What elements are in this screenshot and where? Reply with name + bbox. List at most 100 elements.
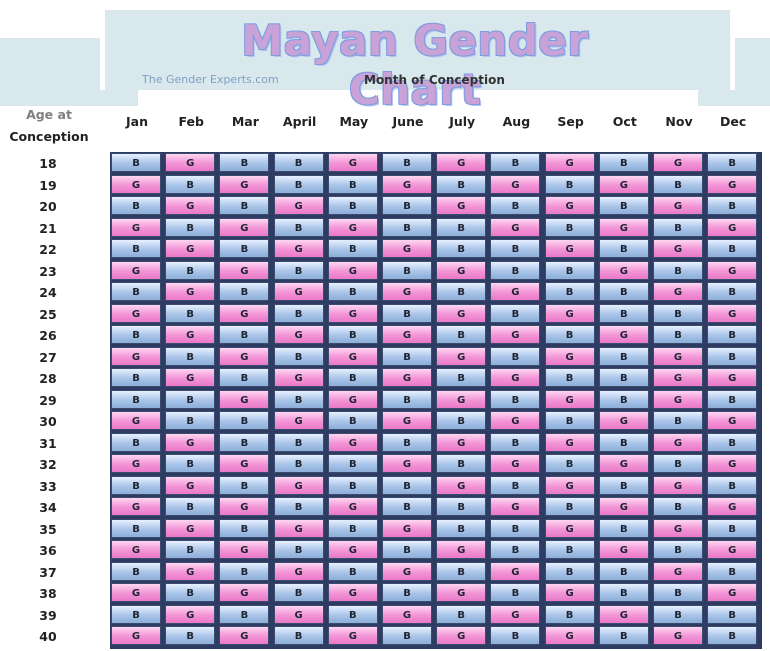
gender-cell: B xyxy=(111,368,161,387)
gender-cell: B xyxy=(382,626,432,645)
gender-cell: G xyxy=(544,153,595,172)
age-label-21: 21 xyxy=(39,220,57,236)
gender-cell: B xyxy=(382,432,432,452)
month-header-oct: Oct xyxy=(612,114,637,129)
age-label-34: 34 xyxy=(39,500,57,515)
gender-cell: G xyxy=(327,217,378,237)
row-header-label: Age at Conception xyxy=(0,104,98,148)
gender-cell: B xyxy=(598,389,649,409)
gender-cell: G xyxy=(490,325,541,344)
gender-cell: B xyxy=(273,626,324,645)
gender-cell: B xyxy=(436,217,487,237)
gender-cell: G xyxy=(165,153,216,172)
gender-cell: B xyxy=(653,174,703,194)
gender-cell: B xyxy=(273,454,324,473)
gender-cell: B xyxy=(490,153,541,172)
gender-cell: B xyxy=(544,604,595,624)
gender-cell: G xyxy=(273,604,324,624)
gender-cell: G xyxy=(382,282,432,301)
gender-cell: G xyxy=(544,583,595,602)
title-banner xyxy=(105,10,730,90)
gender-cell: G xyxy=(544,389,595,409)
gender-cell: B xyxy=(382,303,432,323)
gender-cell: B xyxy=(598,475,649,495)
gender-cell: B xyxy=(436,454,487,473)
month-header-jan: Jan xyxy=(126,114,148,129)
gender-cell: B xyxy=(327,325,378,344)
gender-cell: G xyxy=(111,454,161,473)
gender-cell: G xyxy=(544,346,595,366)
gender-cell: B xyxy=(707,561,758,581)
gender-cell: G xyxy=(382,561,432,581)
gender-cell: G xyxy=(382,454,432,473)
gender-cell: G xyxy=(598,217,649,237)
gender-cell: B xyxy=(219,561,270,581)
gender-cell: B xyxy=(653,604,703,624)
gender-cell: B xyxy=(436,325,487,344)
gender-cell: G xyxy=(436,540,487,559)
gender-cell: B xyxy=(327,174,378,194)
gender-cell: G xyxy=(382,174,432,194)
gender-cell: G xyxy=(111,174,161,194)
gender-cell: G xyxy=(653,368,703,387)
gender-cell: B xyxy=(490,346,541,366)
gender-cell: G xyxy=(165,432,216,452)
gender-cell: B xyxy=(490,389,541,409)
gender-cell: B xyxy=(382,196,432,215)
header-tab-right xyxy=(735,38,770,90)
gender-cell: G xyxy=(653,561,703,581)
gender-cell: G xyxy=(707,411,758,430)
gender-cell: B xyxy=(111,325,161,344)
gender-cell: B xyxy=(436,518,487,538)
age-label-33: 33 xyxy=(39,478,57,494)
gender-cell: G xyxy=(436,303,487,323)
gender-cell: B xyxy=(707,153,758,172)
gender-cell: B xyxy=(436,174,487,194)
month-header-aug: Aug xyxy=(502,114,531,129)
gender-cell: B xyxy=(382,389,432,409)
gender-cell: G xyxy=(436,583,487,602)
gender-cell: B xyxy=(111,389,161,409)
gender-cell: B xyxy=(273,389,324,409)
gender-cell: B xyxy=(653,303,703,323)
gender-cell: G xyxy=(490,174,541,194)
gender-cell: B xyxy=(219,411,270,430)
gender-cell: B xyxy=(273,153,324,172)
gender-cell: B xyxy=(598,518,649,538)
header-tab-left xyxy=(0,38,100,90)
gender-cell: B xyxy=(598,303,649,323)
age-label-27: 27 xyxy=(39,349,57,365)
gender-cell: B xyxy=(707,239,758,258)
age-label-29: 29 xyxy=(39,392,57,408)
gender-cell: B xyxy=(653,583,703,602)
month-header-mar: Mar xyxy=(231,114,259,129)
gender-cell: B xyxy=(653,260,703,280)
gender-cell: B xyxy=(165,389,216,409)
gender-cell: B xyxy=(707,282,758,301)
gender-cell: B xyxy=(653,217,703,237)
gender-cell: G xyxy=(165,239,216,258)
age-label-39: 39 xyxy=(39,607,57,623)
gender-cell: G xyxy=(598,604,649,624)
gender-cell: B xyxy=(219,604,270,624)
gender-cell: B xyxy=(111,475,161,495)
gender-cell: B xyxy=(273,432,324,452)
gender-cell: G xyxy=(382,368,432,387)
gender-cell: B xyxy=(273,260,324,280)
age-label-19: 19 xyxy=(39,177,57,193)
gender-cell: G xyxy=(219,497,270,516)
gender-cell: B xyxy=(327,368,378,387)
gender-cell: B xyxy=(598,561,649,581)
gender-cell: B xyxy=(165,174,216,194)
gender-cell: G xyxy=(436,626,487,645)
age-label-32: 32 xyxy=(39,457,57,472)
gender-cell: G xyxy=(327,626,378,645)
gender-cell: B xyxy=(273,540,324,559)
gender-cell: B xyxy=(111,561,161,581)
gender-cell: B xyxy=(490,196,541,215)
gender-cell: B xyxy=(111,432,161,452)
gender-cell: B xyxy=(598,346,649,366)
gender-cell: G xyxy=(111,583,161,602)
gender-cell: G xyxy=(273,518,324,538)
gender-cell: G xyxy=(544,626,595,645)
